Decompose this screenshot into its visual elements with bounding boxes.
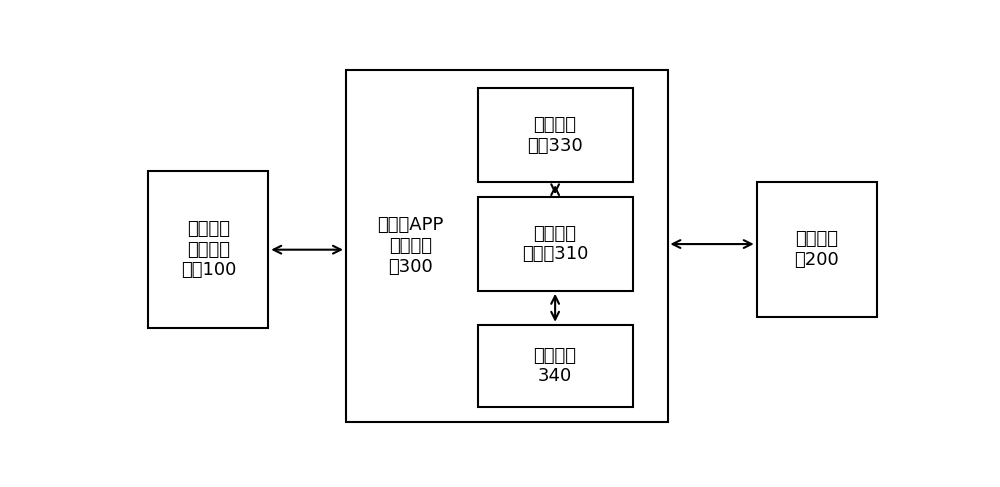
FancyBboxPatch shape: [346, 70, 668, 422]
FancyBboxPatch shape: [148, 171, 268, 328]
Text: 订单生成
单元330: 订单生成 单元330: [527, 116, 583, 155]
Text: 动力锂电
池管理子
系统100: 动力锂电 池管理子 系统100: [181, 220, 236, 280]
Text: 云端服务
器200: 云端服务 器200: [794, 230, 839, 269]
Text: 支付单元
340: 支付单元 340: [534, 347, 577, 385]
FancyBboxPatch shape: [478, 89, 633, 182]
FancyBboxPatch shape: [478, 197, 633, 291]
FancyBboxPatch shape: [478, 325, 633, 407]
Text: 第三中央
处理器310: 第三中央 处理器310: [522, 225, 588, 263]
FancyBboxPatch shape: [757, 182, 877, 317]
Text: 安装有APP
的手持终
端300: 安装有APP 的手持终 端300: [377, 216, 443, 276]
